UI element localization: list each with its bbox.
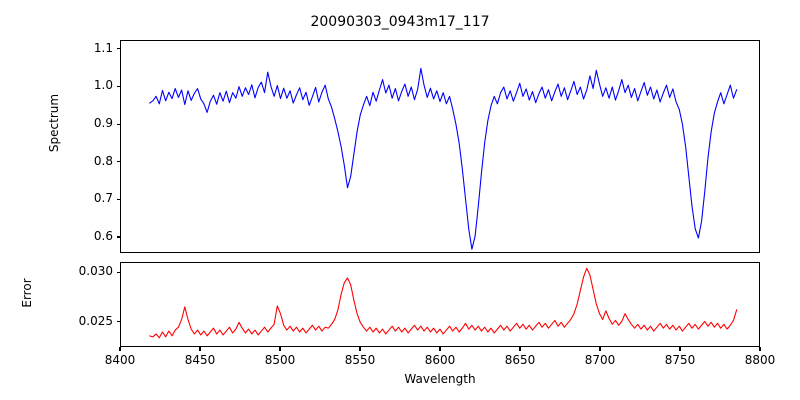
y-tickmark-spectrum-2 [116, 161, 120, 163]
chart-title: 20090303_0943m17_117 [310, 14, 490, 30]
x-tickmark-0 [119, 347, 121, 351]
spectrum-plot-area [149, 67, 738, 250]
x-tickmark-5 [519, 347, 521, 351]
y-tick-label-error-1: 0.030 [78, 264, 113, 279]
y-tick-label-error-0: 0.025 [78, 313, 113, 328]
y-tick-label-spectrum-4: 1.0 [93, 78, 113, 93]
y-tickmark-spectrum-0 [116, 236, 120, 238]
x-tick-label-7: 8750 [664, 353, 696, 367]
y-tick-label-spectrum-0: 0.6 [93, 229, 113, 243]
y-tick-label-spectrum-1: 0.7 [93, 191, 113, 206]
x-axis-label: Wavelength [404, 372, 476, 386]
x-tick-label-8: 8800 [744, 353, 776, 367]
x-tick-label-2: 8500 [264, 353, 296, 367]
spectrum-panel [120, 40, 760, 253]
y-tick-label-spectrum-5: 1.1 [93, 40, 113, 55]
x-tickmark-3 [359, 347, 361, 351]
x-tickmark-2 [279, 347, 281, 351]
x-tickmark-1 [199, 347, 201, 351]
error-plot-area [149, 267, 738, 339]
y-tickmark-spectrum-5 [116, 48, 120, 50]
x-tick-label-4: 8600 [424, 353, 456, 367]
x-tickmark-4 [439, 347, 441, 351]
y-tickmark-error-1 [116, 271, 120, 273]
y-tick-label-spectrum-2: 0.8 [93, 153, 113, 168]
y-tick-label-spectrum-3: 0.9 [93, 116, 113, 131]
x-tick-label-3: 8550 [344, 353, 376, 367]
x-tickmark-8 [759, 347, 761, 351]
x-tick-label-0: 8400 [104, 353, 136, 367]
x-tick-label-6: 8700 [584, 353, 616, 367]
x-tick-label-5: 8650 [504, 353, 536, 367]
x-tickmark-6 [599, 347, 601, 351]
y-tickmark-spectrum-4 [116, 85, 120, 88]
y-tickmark-spectrum-1 [116, 198, 120, 200]
spectrum-data-line [149, 67, 738, 250]
error-data-line [149, 267, 738, 339]
y-tickmark-error-0 [116, 321, 120, 323]
x-tick-label-1: 8450 [184, 353, 216, 367]
error-panel [120, 262, 760, 347]
x-tickmark-7 [679, 347, 681, 351]
y-tickmark-spectrum-3 [116, 123, 120, 125]
